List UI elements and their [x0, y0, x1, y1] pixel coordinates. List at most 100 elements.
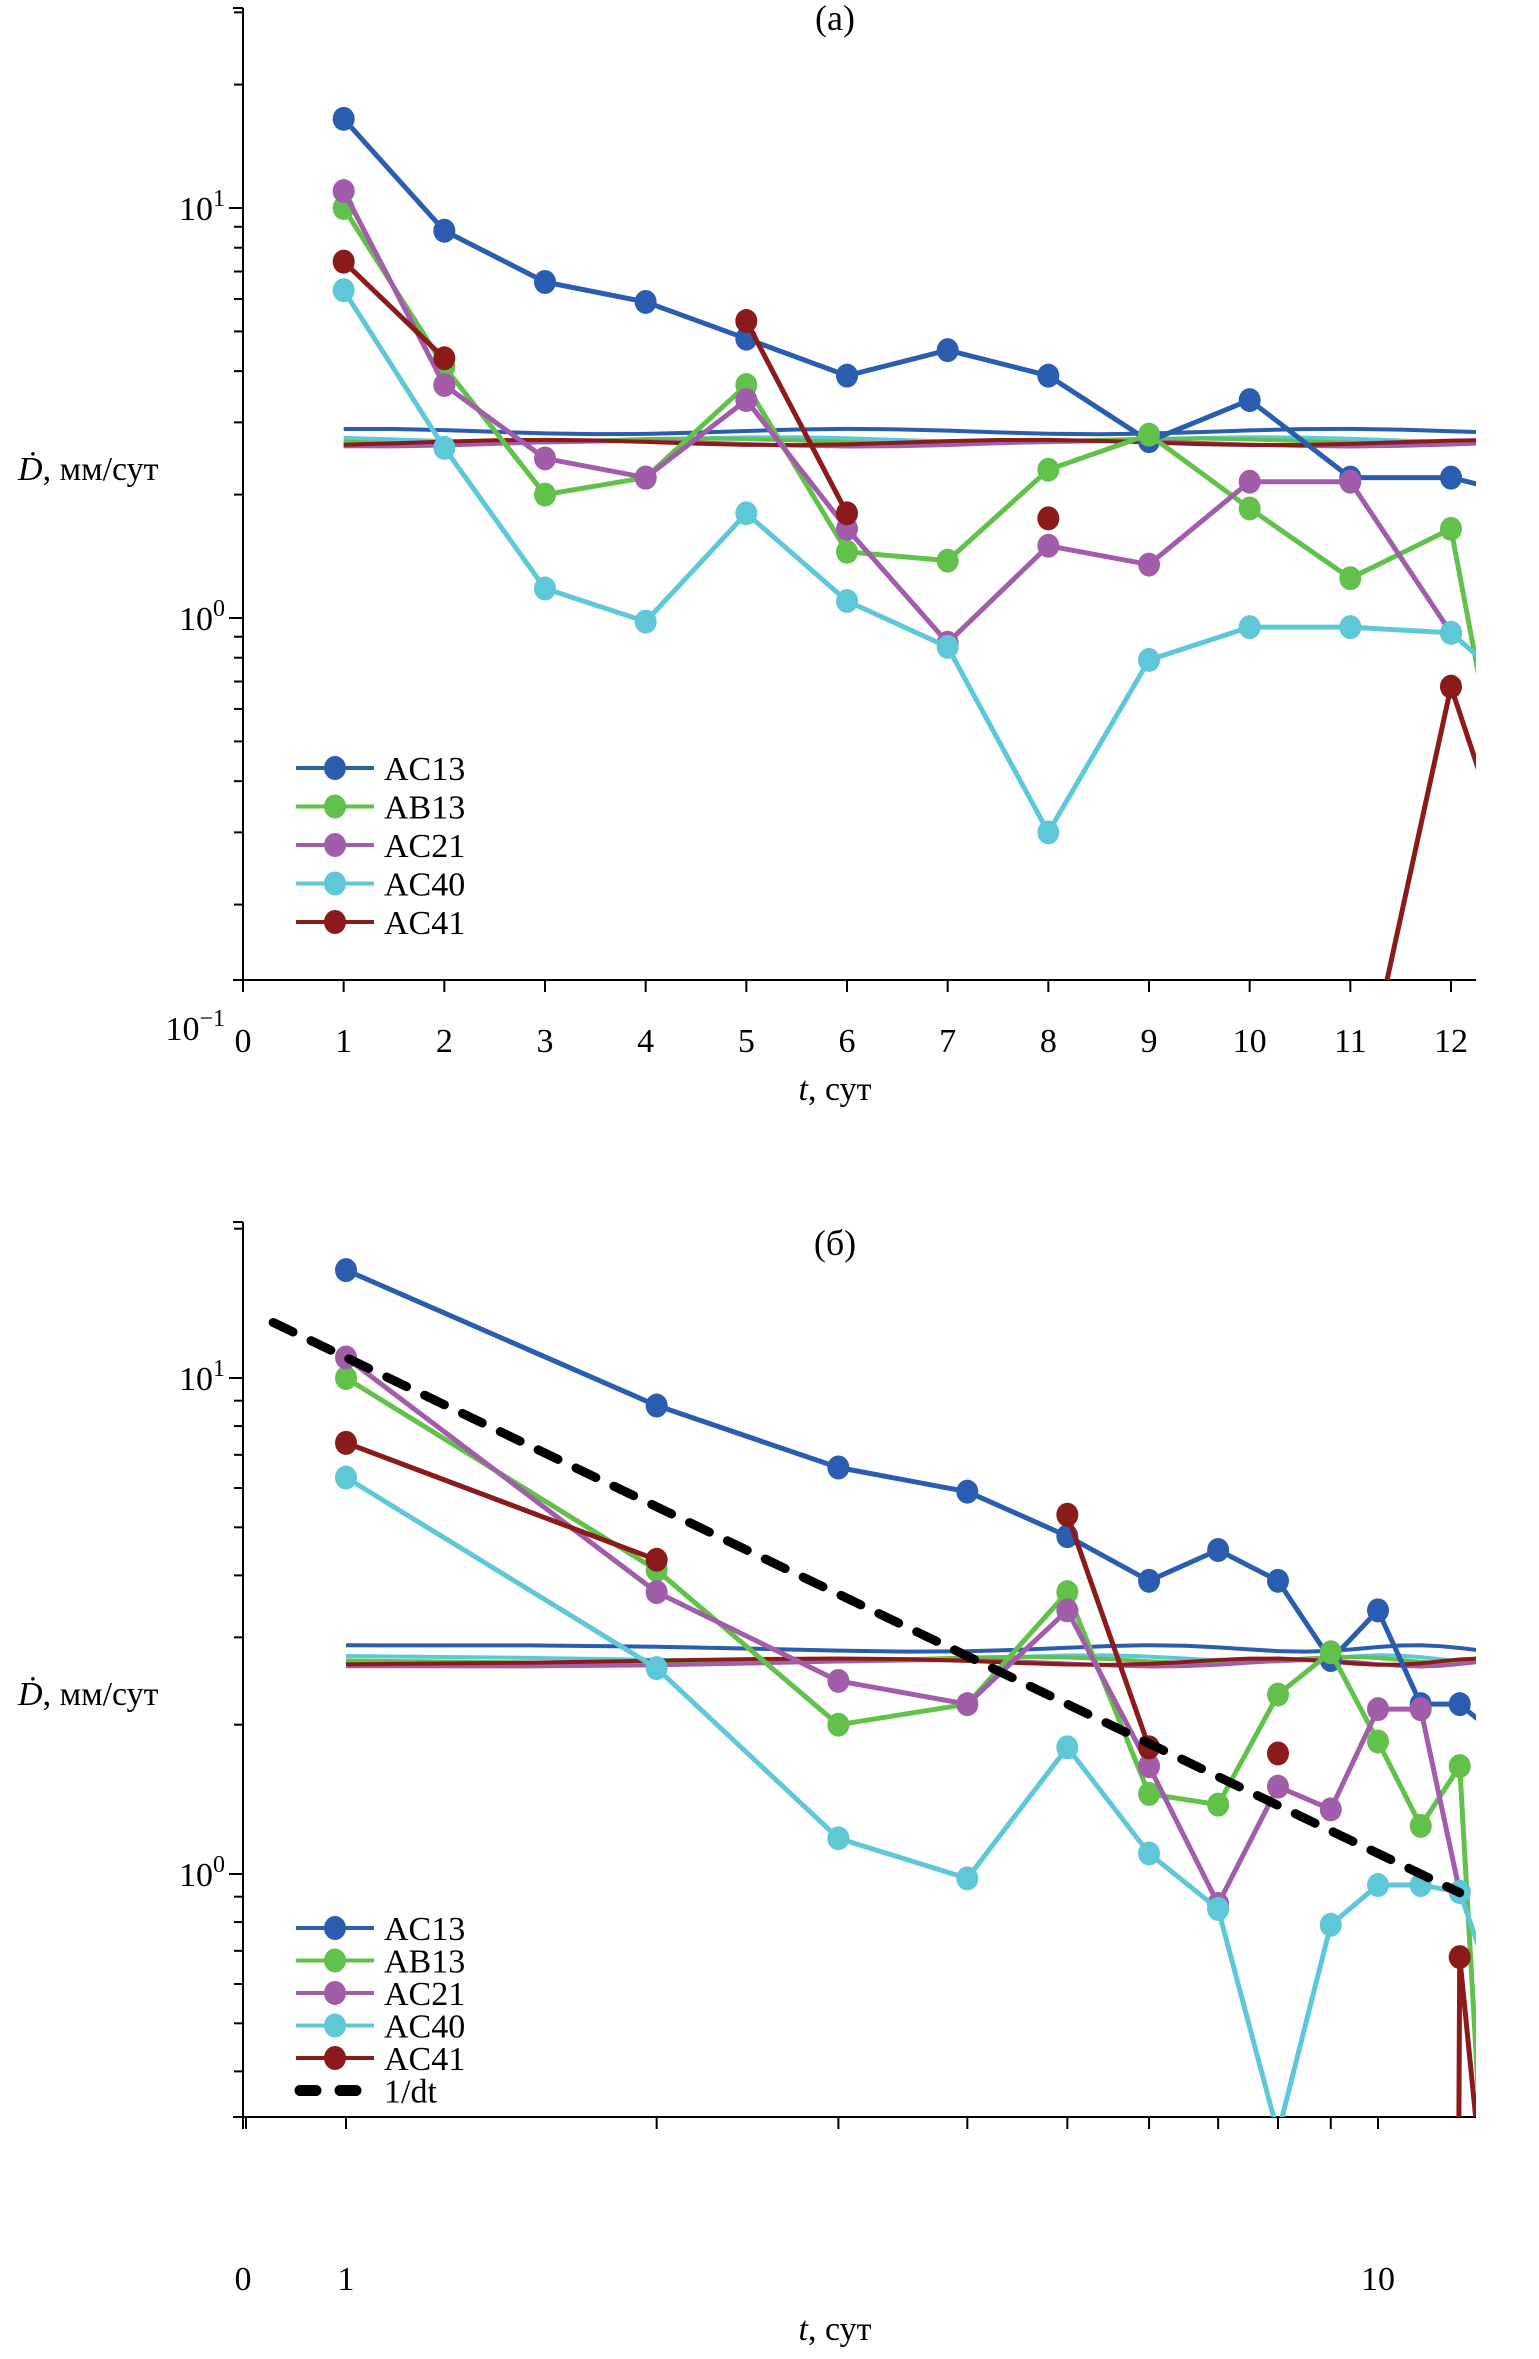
series-segment-ac13	[655, 1403, 840, 1470]
series-segment-ac13	[1046, 373, 1151, 444]
y-axis-label: Ḋ, мм/сут	[17, 451, 159, 488]
data-point-ab13	[836, 539, 858, 564]
legend-label: AC13	[384, 751, 465, 788]
reference-line-ac21-mean	[343, 439, 1476, 449]
series-segment-ac13	[1148, 397, 1251, 444]
panel-label: (б)	[814, 1223, 856, 1263]
series-segment-ac13	[1066, 1533, 1151, 1584]
data-point-ac13	[433, 218, 456, 243]
x-tick-label: 1	[335, 1023, 352, 1060]
series-segment-ac21	[1215, 1785, 1281, 1906]
data-point-ac21	[634, 465, 657, 490]
y-tick-label: 100	[179, 596, 225, 638]
data-point-ac13	[1440, 465, 1462, 490]
series-segment-ac40	[744, 511, 849, 603]
series-segment-ac41	[744, 319, 850, 515]
series-segment-ab13	[1448, 528, 1476, 675]
data-point-ac13	[335, 1258, 357, 1283]
x-tick-label: 5	[738, 1023, 755, 1060]
legend-label: AC21	[384, 828, 465, 865]
data-point-ac21	[1266, 1774, 1289, 1799]
series-segment-ac13	[837, 1465, 968, 1495]
series-segment-ac13	[846, 347, 949, 379]
series-segment-ac40	[1065, 1745, 1152, 1855]
series-segment-ac21	[1047, 543, 1150, 568]
series-segment-ac41	[341, 259, 447, 361]
data-point-ac40	[1238, 615, 1261, 640]
data-point-ac40	[735, 501, 758, 526]
series-segment-ac21	[344, 1355, 659, 1595]
series-segment-ac13	[443, 228, 547, 285]
data-point-ab13	[534, 482, 556, 507]
data-point-ac40	[1319, 1912, 1342, 1937]
y-tick-label: 101	[179, 186, 225, 228]
reference-line-ac41-mean	[345, 1656, 1476, 1667]
panel-label: (а)	[815, 0, 855, 38]
series-segment-ac40	[945, 645, 1051, 834]
legend-label: AC21	[384, 1976, 465, 2013]
data-point-ac21	[1056, 1598, 1079, 1623]
data-point-ab13	[1138, 1781, 1161, 1806]
data-point-ac21	[433, 373, 456, 398]
data-point-ac21	[827, 1668, 850, 1693]
data-point-ac40	[827, 1826, 850, 1851]
series-segment-ac40	[1279, 1924, 1334, 2117]
legend-label: AC40	[384, 2009, 465, 2046]
series-segment-ac40	[341, 288, 447, 450]
data-point-ac40	[335, 1465, 357, 1490]
x-tick-label: 11	[1334, 1023, 1367, 1060]
data-point-ac21	[735, 388, 758, 413]
data-point-ab13	[1037, 457, 1060, 482]
series-segment-ac21	[655, 1589, 840, 1684]
data-point-ac13	[1138, 1568, 1161, 1593]
x-tick-label: 7	[939, 1023, 956, 1060]
reference-line-ac13-mean	[345, 1643, 1476, 1654]
y-tick-label: 100	[179, 1852, 225, 1894]
data-point-ac13	[1448, 1692, 1471, 1717]
data-point-ac13	[956, 1479, 979, 1504]
data-point-ac21	[1238, 469, 1261, 494]
legend-item: AC40	[296, 2009, 465, 2046]
data-point-ac21	[1138, 552, 1160, 577]
series-segment-ab13	[1375, 1740, 1423, 1828]
legend-label: AC13	[384, 1911, 465, 1948]
series-segment-ac41	[1064, 1513, 1152, 1749]
series-segment-ac21	[965, 1608, 1070, 1706]
series-segment-ac21	[1348, 480, 1454, 635]
legend-item: AC13	[296, 751, 465, 788]
series-segment-ab13	[442, 365, 547, 497]
series-segment-ab13	[1457, 1765, 1476, 2089]
series-segment-ac21	[1065, 1609, 1152, 1768]
data-point-ac41	[1037, 506, 1060, 531]
series-segment-ac21	[1146, 1765, 1221, 1906]
x-tick-label: 3	[537, 1023, 554, 1060]
data-point-ac13	[836, 363, 858, 388]
data-point-ac13	[634, 289, 657, 314]
data-point-ac21	[956, 1692, 979, 1717]
data-point-ab13	[1266, 1682, 1289, 1707]
data-point-ac13	[936, 338, 959, 363]
data-point-ab13	[1409, 1813, 1432, 1838]
series-segment-ac13	[947, 347, 1049, 379]
legend-item: AC21	[296, 828, 465, 865]
legend-marker-icon	[324, 1948, 346, 1973]
data-point-ac40	[634, 609, 657, 634]
x-tick-label: 1	[338, 2261, 355, 2298]
legend-marker-icon	[324, 910, 346, 934]
reference-line-ac13-mean	[343, 426, 1476, 437]
legend-marker-icon	[324, 1916, 346, 1940]
data-point-ac13	[645, 1393, 668, 1418]
series-segment-ac13	[1216, 1547, 1280, 1584]
series-segment-ac13	[745, 336, 848, 379]
x-tick-label: 2	[436, 1023, 453, 1060]
legend-marker-icon	[324, 2013, 346, 2038]
data-point-ac40	[1339, 615, 1362, 640]
data-point-ab13	[827, 1712, 850, 1737]
series-segment-ac40	[1215, 1908, 1277, 2117]
series-segment-ac41	[1457, 1956, 1476, 2117]
reference-line-ac41-mean	[343, 437, 1476, 448]
legend-label: AC41	[384, 2041, 465, 2078]
data-point-ac13	[1037, 363, 1060, 388]
series-segment-ac40	[1350, 624, 1452, 636]
data-point-ac40	[1207, 1897, 1230, 1922]
